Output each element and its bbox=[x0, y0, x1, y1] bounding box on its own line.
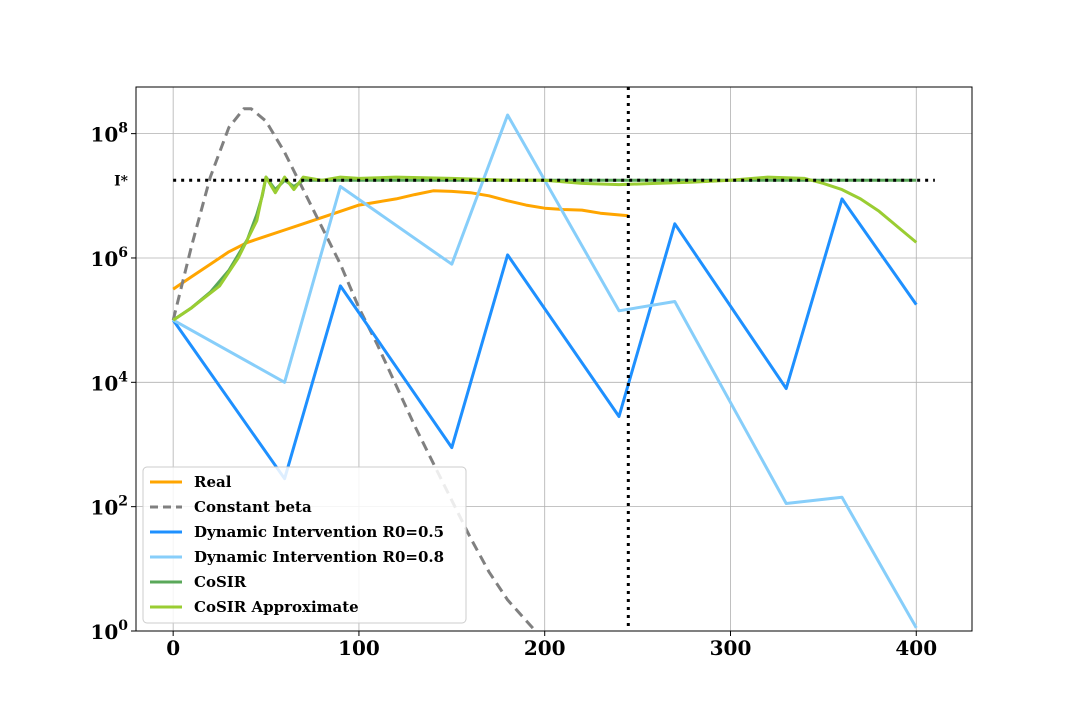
istar-label: I* bbox=[114, 173, 129, 189]
series-line-3 bbox=[172, 113, 918, 629]
x-tick-label: 200 bbox=[524, 636, 566, 660]
legend-label-4: CoSIR bbox=[194, 573, 247, 591]
x-tick-label: 400 bbox=[895, 636, 937, 660]
series-line-1 bbox=[171, 107, 537, 632]
y-tick-label: 104 bbox=[90, 369, 128, 395]
x-tick-label: 300 bbox=[710, 636, 752, 660]
y-tick-label: 102 bbox=[90, 494, 128, 520]
legend-box bbox=[142, 466, 467, 624]
legend-label-3: Dynamic Intervention R0=0.8 bbox=[194, 548, 444, 566]
legend-label-2: Dynamic Intervention R0=0.5 bbox=[194, 523, 444, 541]
ticks: 0 100 200 300 400 100 102 104 106 108 bbox=[90, 121, 937, 660]
legend-label-1: Constant beta bbox=[194, 498, 312, 516]
series-layer bbox=[171, 107, 918, 632]
legend-label-5: CoSIR Approximate bbox=[194, 598, 359, 616]
y-tick-label: 106 bbox=[90, 245, 128, 271]
y-tick-label: 108 bbox=[90, 121, 128, 147]
annotations: I* bbox=[114, 87, 935, 631]
legend: Real Constant beta Dynamic Intervention R0… bbox=[142, 466, 467, 624]
series-line-2 bbox=[171, 197, 918, 481]
x-tick-label: 0 bbox=[166, 636, 180, 660]
legend-label-0: Real bbox=[194, 473, 232, 491]
x-tick-label: 100 bbox=[338, 636, 380, 660]
plot-frame bbox=[135, 86, 973, 632]
y-tick-label: 100 bbox=[90, 618, 128, 644]
